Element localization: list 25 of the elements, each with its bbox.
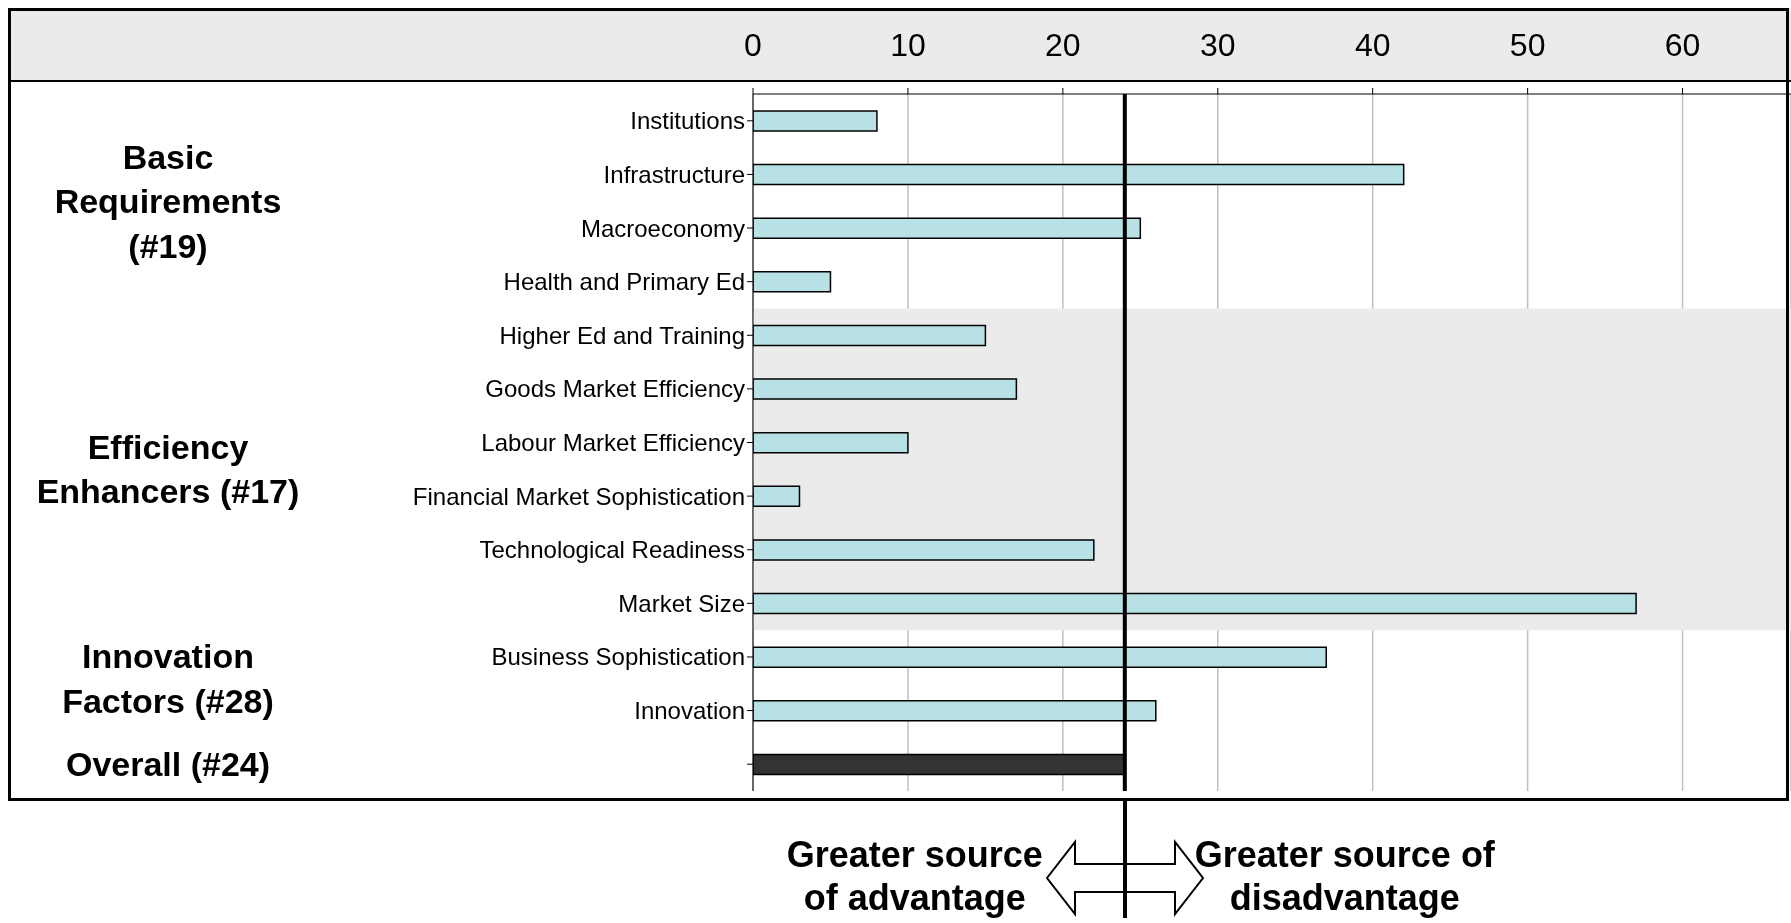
x-tick-label: 10 xyxy=(890,27,926,63)
y-tick-label: Technological Readiness xyxy=(479,536,745,564)
x-tick-label: 60 xyxy=(1664,27,1701,63)
text: Greater source of advantage xyxy=(785,833,1044,920)
y-tick-label: Higher Ed and Training xyxy=(499,321,745,349)
x-tick-label: 40 xyxy=(1354,27,1391,63)
y-tick-label: Innovation xyxy=(634,697,745,725)
x-tick-label: 30 xyxy=(1199,27,1236,63)
text: Overall (#24) xyxy=(64,744,272,786)
x-tick-label: 0 xyxy=(744,27,762,63)
y-tick-label: Infrastructure xyxy=(603,160,745,188)
y-tick-label: Macroeconomy xyxy=(580,214,745,242)
y-tick-label: Financial Market Sophistication xyxy=(412,482,745,510)
y-tick-label: Institutions xyxy=(630,107,745,135)
text: Efficiency Enhancers (#17) xyxy=(35,427,301,513)
y-tick-label: Business Sophistication xyxy=(491,643,745,671)
x-tick-label: 50 xyxy=(1509,27,1546,63)
y-tick-label: Health and Primary Ed xyxy=(503,268,745,296)
y-tick-label: Labour Market Efficiency xyxy=(481,429,745,457)
text: Basic Requirements (#19) xyxy=(53,136,283,267)
y-tick-label: Goods Market Efficiency xyxy=(485,375,745,403)
text: Innovation Factors (#28) xyxy=(61,636,275,722)
y-tick-label: Market Size xyxy=(618,589,745,617)
x-tick-label: 20 xyxy=(1045,27,1081,63)
text: Greater source of disadvantage xyxy=(1193,833,1496,920)
